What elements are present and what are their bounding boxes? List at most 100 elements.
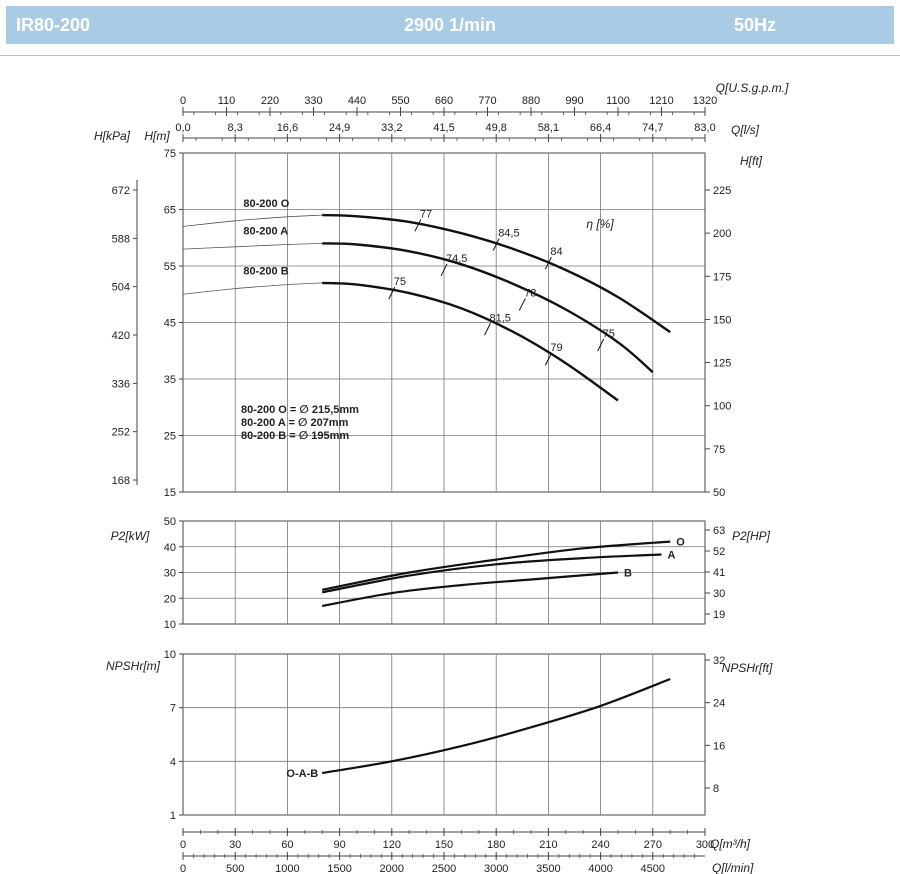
bottom-axis-lmin-label: 500 [226, 863, 244, 874]
power-y-hp-tick-label: 30 [713, 588, 725, 600]
impeller-legend-entry: 80-200 A = ∅ 207mm [241, 417, 349, 429]
bottom-axis-lmin-label: 1500 [327, 863, 351, 874]
top-axis-gpm-label: 1320 [693, 95, 717, 107]
power-y-kw-tick-label: 20 [164, 593, 176, 605]
efficiency-mark [440, 263, 448, 277]
efficiency-label: 84 [550, 246, 562, 258]
efficiency-mark [597, 338, 605, 352]
efficiency-mark [492, 238, 500, 251]
power-y-hp-tick-label: 63 [713, 525, 725, 537]
bottom-axis-m3h-label: 120 [383, 839, 401, 851]
bottom-axis-m3h-label: 60 [281, 839, 293, 851]
bottom-axis-m3h-label: 30 [229, 839, 241, 851]
pump-frequency: 50Hz [733, 15, 776, 35]
bottom-axis-m3h-label: 300 [696, 839, 714, 851]
head-y-kpa-tick-label: 672 [112, 185, 130, 197]
npsh-y-m-tick-label: 4 [170, 756, 176, 768]
bottom-axis-lmin-label: 2500 [432, 863, 456, 874]
head-y-ft-tick-label: 100 [713, 401, 731, 413]
head-y-m-tick-label: 25 [164, 431, 176, 443]
top-axis-gpm-label: 220 [261, 95, 279, 107]
top-axis-gpm-label: 770 [478, 95, 496, 107]
power-y-hp-tick-label: 52 [713, 546, 725, 558]
top-axis-gpm-label: 110 [218, 95, 236, 107]
top-axis-gpm-label: 990 [565, 95, 583, 107]
head-curve-label: 80-200 A [243, 226, 288, 238]
efficiency-mark [484, 323, 491, 336]
bottom-axis-lmin-label: 4500 [641, 863, 665, 874]
top-axis-ls-label: 0,0 [175, 122, 190, 134]
npsh-y-m-title: NPSHr[m] [106, 659, 161, 673]
bottom-axis-m3h-label: 240 [591, 839, 609, 851]
head-curve-label: 80-200 B [243, 266, 288, 278]
bottom-axis-m3h-label: 90 [333, 839, 345, 851]
efficiency-title: η [%] [586, 217, 614, 231]
bottom-axis-m3h-label: 180 [487, 839, 505, 851]
npsh-y-ft-tick-label: 16 [713, 740, 725, 752]
bottom-axis-lmin-title: Q[l/min] [712, 861, 754, 874]
top-axis-gpm-label: 660 [435, 95, 453, 107]
top-axis-ls-label: 8,3 [228, 122, 243, 134]
top-axis-ls-label: 66,4 [590, 122, 611, 134]
npsh-curve [322, 677, 671, 775]
top-axis-ls-label: 83,0 [694, 122, 715, 134]
header-rule [0, 55, 900, 56]
power-y-kw-title: P2[kW] [111, 529, 150, 543]
efficiency-mark [388, 286, 396, 300]
head-curve-extension-0 [182, 214, 323, 227]
top-axis-ls-label: 16,6 [277, 122, 298, 134]
top-axis-gpm-label: 1210 [649, 95, 673, 107]
efficiency-label: 77 [420, 208, 432, 220]
head-y-ft-title: H[ft] [740, 154, 763, 168]
bottom-axis-m3h-label: 270 [644, 839, 662, 851]
top-axis-gpm-label: 0 [180, 95, 186, 107]
head-y-kpa-tick-label: 588 [112, 233, 130, 245]
head-y-ft-tick-label: 175 [713, 271, 731, 283]
bottom-axis-m3h-label: 0 [180, 839, 186, 851]
top-axis-gpm-label: 440 [348, 95, 366, 107]
head-y-kpa-tick-label: 420 [112, 330, 130, 342]
pump-speed: 2900 1/min [403, 15, 497, 35]
top-axis-ls-label: 33,2 [381, 122, 402, 134]
bottom-axis-m3h-label: 210 [539, 839, 557, 851]
impeller-legend-entry: 80-200 O = ∅ 215,5mm [241, 404, 359, 416]
head-y-m-tick-label: 45 [164, 318, 176, 330]
npsh-y-ft-tick-label: 24 [713, 698, 725, 710]
efficiency-mark [414, 219, 422, 232]
head-y-m-tick-label: 35 [164, 374, 176, 386]
head-curve-2 [322, 281, 619, 402]
bottom-axis-lmin-label: 0 [180, 863, 186, 874]
efficiency-label: 75 [603, 328, 615, 340]
bottom-axis-m3h-title: Q[m³/h] [710, 837, 751, 851]
power-curve-O [321, 540, 671, 591]
top-axis-ls-label: 58,1 [538, 122, 559, 134]
npsh-y-m-tick-label: 10 [164, 649, 176, 661]
header-bar: IR80-200 2900 1/min 50Hz [6, 6, 894, 44]
impeller-legend-entry: 80-200 B = ∅ 195mm [241, 430, 349, 442]
head-y-kpa-title: H[kPa] [94, 129, 131, 143]
power-y-kw-tick-label: 30 [164, 568, 176, 580]
head-y-kpa-tick-label: 504 [112, 282, 130, 294]
pump-model: IR80-200 [16, 15, 91, 35]
bottom-axis-lmin-label: 1000 [275, 863, 299, 874]
bottom-axis-lmin-label: 2000 [380, 863, 404, 874]
head-curve-extension-2 [182, 282, 323, 295]
head-y-m-tick-label: 65 [164, 205, 176, 217]
efficiency-label: 79 [550, 342, 562, 354]
bottom-axis-lmin-label: 3500 [536, 863, 560, 874]
efficiency-mark [518, 298, 526, 311]
head-y-ft-tick-label: 200 [713, 228, 731, 240]
efficiency-label: 74,5 [446, 253, 467, 265]
bottom-axis-lmin-label: 4000 [588, 863, 612, 874]
top-axis-gpm-title: Q[U.S.g.p.m.] [716, 81, 789, 95]
npsh-y-ft-title: NPSHr[ft] [722, 661, 773, 675]
power-curve-B [321, 571, 619, 608]
head-y-ft-tick-label: 225 [713, 185, 731, 197]
head-y-ft-tick-label: 75 [713, 444, 725, 456]
efficiency-label: 78 [524, 287, 536, 299]
head-y-kpa-tick-label: 168 [112, 475, 130, 487]
head-y-m-title: H[m] [144, 129, 170, 143]
head-curve-0 [322, 213, 671, 334]
power-y-hp-title: P2[HP] [732, 529, 771, 543]
